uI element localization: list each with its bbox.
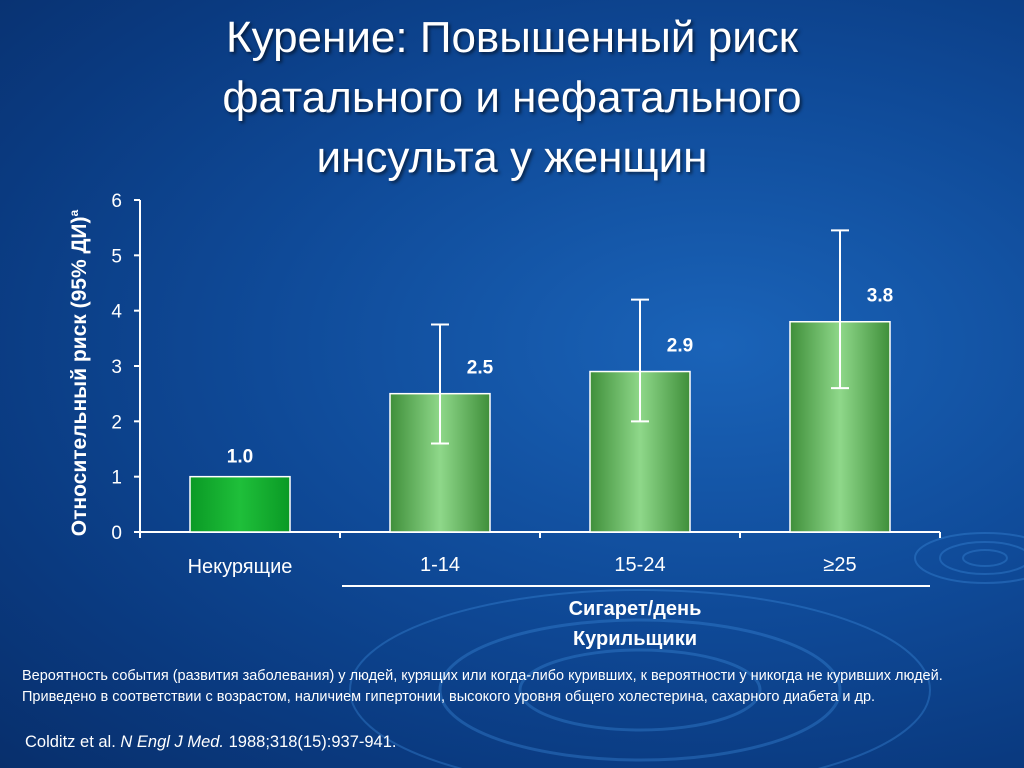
citation-authors: Colditz et al. [25,733,116,751]
bar-value-label-2: 2.9 [667,336,693,357]
x-category-label-0: Некурящие [188,556,293,578]
citation-details: 1988;318(15):937-941. [228,733,397,751]
x-category-label-3: ≥25 [823,554,856,576]
x-axis-group-label: Сигарет/день Курильщики [568,598,702,650]
bar-value-label-1: 2.5 [467,358,494,379]
bar-0 [189,475,291,533]
y-tick-label-2: 2 [111,412,122,433]
x-category-label-2: 15-24 [614,554,665,576]
footnote: Вероятность события (развития заболевани… [22,668,943,705]
y-tick-label-3: 3 [111,357,122,378]
y-axis-label-text: Относительный риск (95% ДИ) [68,216,91,536]
y-axis-label: Относительный риск (95% ДИ)a [62,200,92,545]
slide-title: Курение: Повышенный риск фатального и не… [222,13,802,182]
citation-journal: N Engl J Med. [120,733,225,751]
y-tick-label-6: 6 [111,191,122,212]
y-tick-label-4: 4 [111,302,122,323]
bar-value-label-3: 3.8 [867,286,893,307]
x-category-label-1: 1-14 [420,554,460,576]
y-axis-label-container: Относительный риск (95% ДИ)a [32,200,122,545]
y-tick-label-5: 5 [111,246,122,267]
y-axis-label-superscript: a [67,209,81,216]
bar-value-label-0: 1.0 [227,447,253,468]
citation: Colditz et al. N Engl J Med. 1988;318(15… [25,731,397,753]
y-tick-label-0: 0 [111,523,122,544]
y-tick-label-1: 1 [111,468,122,489]
